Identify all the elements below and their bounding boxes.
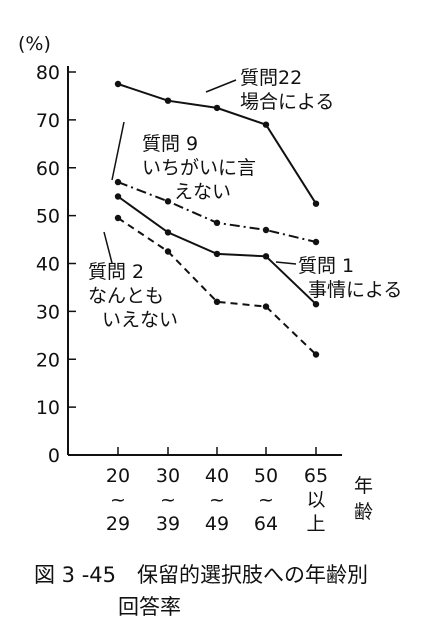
leader-line-3 xyxy=(275,261,297,265)
data-point xyxy=(114,80,122,88)
x-tick-label-top: 65 xyxy=(304,465,328,487)
data-point xyxy=(262,226,270,234)
series-label-3: 質問 1 事情による xyxy=(298,255,402,301)
data-point xyxy=(114,214,122,222)
y-tick-label: 80 xyxy=(36,62,60,84)
leader-line-4 xyxy=(103,231,113,264)
x-tick-label-top: 30 xyxy=(156,465,180,487)
y-tick-label: 50 xyxy=(36,206,60,228)
y-axis-unit: (%) xyxy=(18,33,51,55)
data-point xyxy=(114,178,122,186)
data-point xyxy=(164,229,172,236)
data-point xyxy=(312,238,320,246)
series-lines xyxy=(114,80,320,358)
data-point xyxy=(213,250,221,258)
y-tick-label: 60 xyxy=(36,158,60,180)
x-tick-label-top: 50 xyxy=(254,465,278,487)
axes xyxy=(67,66,342,456)
series-line-4 xyxy=(117,217,317,356)
data-point xyxy=(213,104,221,112)
label-leader-lines xyxy=(103,79,297,265)
figure-caption-line-1: 図 3 -45 保留的選択肢への年齢別 xyxy=(34,563,368,587)
data-point xyxy=(164,248,172,255)
x-tick-label-bottom: 29 xyxy=(106,513,130,535)
y-tick-label: 20 xyxy=(36,349,60,371)
data-point xyxy=(213,219,221,226)
series-label-2: 質問 9 いちがいに言えない xyxy=(142,133,256,203)
leader-line-1 xyxy=(205,79,237,93)
data-point xyxy=(312,301,320,308)
y-tick-label: 10 xyxy=(36,397,60,419)
x-tick-label-bottom: 39 xyxy=(156,513,180,535)
x-tick-label-mid: ~ xyxy=(258,489,274,511)
x-tick-label-mid: ~ xyxy=(160,489,176,511)
data-point xyxy=(262,121,270,128)
data-point xyxy=(262,303,270,310)
x-tick-label-bottom: 49 xyxy=(205,513,229,535)
leader-line-2 xyxy=(111,121,125,181)
data-point xyxy=(114,193,122,200)
x-axis-label: 年齢 xyxy=(354,475,373,523)
series-label-4: 質問 2 なんともいえない xyxy=(88,261,178,331)
x-tick-label-top: 40 xyxy=(205,465,229,487)
x-tick-label-mid: 以 xyxy=(306,489,325,511)
data-point xyxy=(312,351,320,358)
y-axis-ticks: 80 70 60 50 40 30 20 10 0 xyxy=(36,62,76,467)
data-point xyxy=(164,198,172,205)
data-point xyxy=(164,97,172,104)
x-tick-label-top: 20 xyxy=(106,465,130,487)
figure-caption-line-2: 回答率 xyxy=(118,595,181,619)
data-point xyxy=(312,200,320,207)
series-label-1: 質問22 場合による xyxy=(240,67,334,113)
data-point xyxy=(262,253,270,260)
y-tick-label: 40 xyxy=(36,254,60,276)
x-tick-label-mid: ~ xyxy=(209,489,225,511)
x-tick-label-mid: ~ xyxy=(110,489,126,511)
x-tick-label-bottom: 64 xyxy=(254,513,278,535)
data-point xyxy=(213,298,221,305)
y-tick-label: 70 xyxy=(36,110,60,132)
y-tick-label: 0 xyxy=(48,445,60,467)
y-tick-label: 30 xyxy=(36,301,60,323)
x-tick-label-bottom: 上 xyxy=(306,513,325,535)
